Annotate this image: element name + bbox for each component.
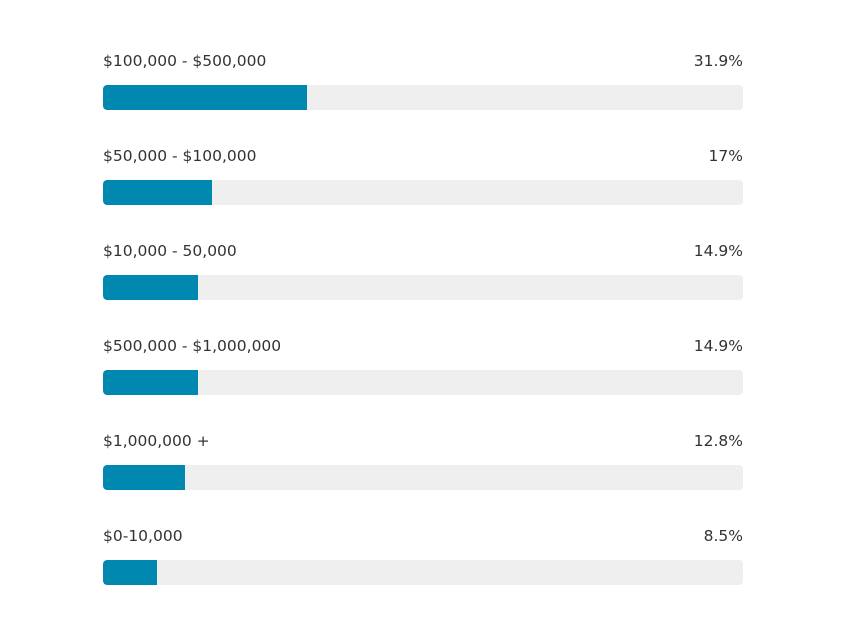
bar-row: $10,000 - 50,000 14.9% [103, 240, 743, 310]
bar-row: $0-10,000 8.5% [103, 525, 743, 595]
bar-row: $1,000,000 + 12.8% [103, 430, 743, 500]
category-label: $500,000 - $1,000,000 [103, 337, 282, 355]
value-label: 12.8% [693, 432, 743, 450]
value-label: 14.9% [693, 337, 743, 355]
category-label: $50,000 - $100,000 [103, 147, 257, 165]
category-label: $1,000,000 + [103, 432, 210, 450]
bar-fill [103, 370, 198, 395]
value-label: 14.9% [693, 242, 743, 260]
category-label: $10,000 - 50,000 [103, 242, 237, 260]
bar-track [103, 180, 743, 205]
category-label: $0-10,000 [103, 527, 183, 545]
bar-row: $50,000 - $100,000 17% [103, 145, 743, 215]
bar-track [103, 465, 743, 490]
bar-fill [103, 275, 198, 300]
value-label: 17% [708, 147, 743, 165]
bar-row: $500,000 - $1,000,000 14.9% [103, 335, 743, 405]
value-label: 31.9% [693, 52, 743, 70]
bar-track [103, 275, 743, 300]
bar-track [103, 370, 743, 395]
bar-fill [103, 180, 212, 205]
bar-fill [103, 85, 307, 110]
value-label: 8.5% [703, 527, 743, 545]
bar-track [103, 560, 743, 585]
bar-row: $100,000 - $500,000 31.9% [103, 50, 743, 120]
bar-fill [103, 560, 157, 585]
bar-track [103, 85, 743, 110]
bar-fill [103, 465, 185, 490]
category-label: $100,000 - $500,000 [103, 52, 267, 70]
